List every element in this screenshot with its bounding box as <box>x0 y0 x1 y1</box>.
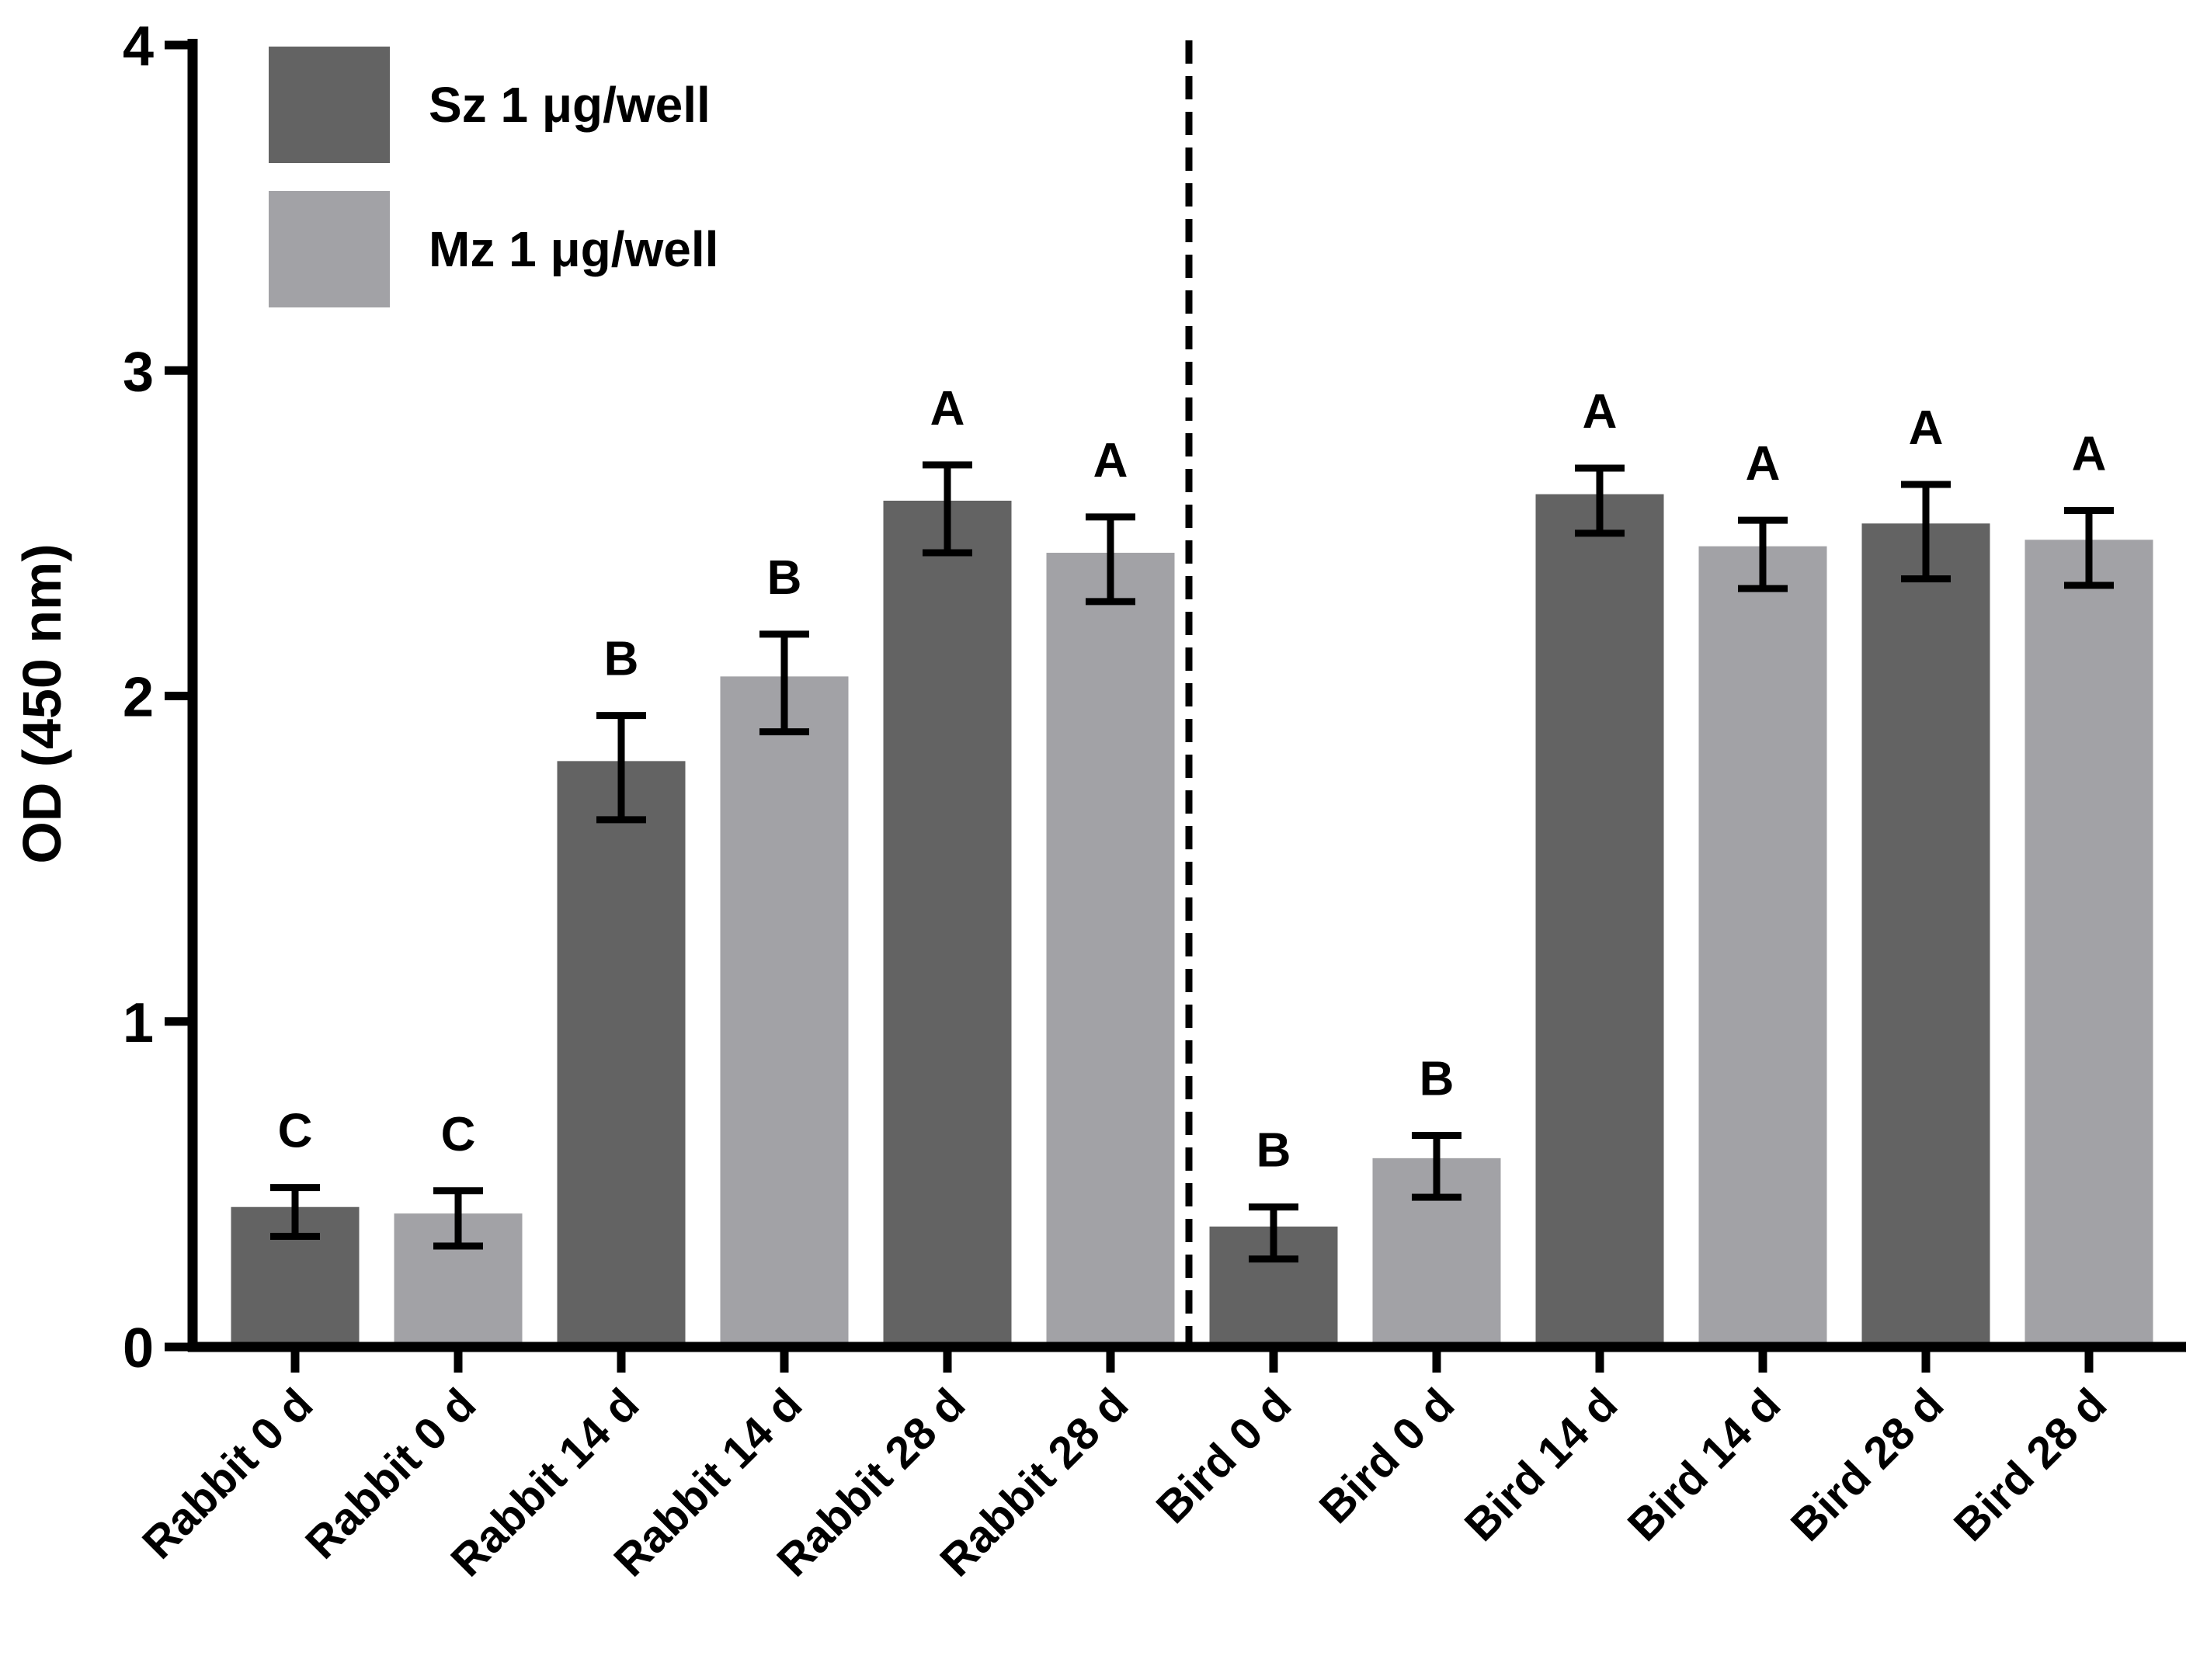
significance-label: C <box>278 1105 313 1158</box>
bar <box>1698 546 1827 1347</box>
significance-labels-layer: C C B B A A B B A A A A <box>278 382 2107 1178</box>
x-tick-label: Bird 14 d <box>1455 1379 1627 1550</box>
x-tick-label: Bird 14 d <box>1618 1379 1790 1550</box>
significance-label: A <box>1746 437 1781 491</box>
significance-label: B <box>604 633 639 686</box>
error-bar <box>1249 1203 1298 1263</box>
x-tick-label: Bird 28 d <box>1781 1379 1953 1550</box>
bar <box>883 500 1012 1348</box>
y-tick-label: 0 <box>123 1317 154 1380</box>
bar <box>1861 523 1990 1347</box>
bar <box>720 676 849 1347</box>
legend-swatch <box>269 47 390 163</box>
y-tick-label: 1 <box>123 992 154 1054</box>
error-bar <box>433 1187 483 1250</box>
x-tick-label: Rabbit 0 d <box>133 1379 322 1568</box>
significance-label: A <box>930 382 965 436</box>
bar <box>2024 540 2153 1347</box>
legend-label: Mz 1 μg/well <box>429 221 718 277</box>
error-bar <box>1086 513 1135 606</box>
error-bar <box>1575 464 1625 537</box>
error-bar <box>270 1184 320 1240</box>
legend-swatch <box>269 191 390 307</box>
legend-entry: Sz 1 μg/well <box>269 47 711 163</box>
significance-label: C <box>441 1108 476 1161</box>
significance-label: A <box>1093 434 1128 488</box>
x-tick-label: Bird 0 d <box>1147 1379 1302 1533</box>
bars-layer <box>231 494 2153 1348</box>
bar <box>1535 494 1664 1348</box>
legend-entry: Mz 1 μg/well <box>269 191 718 307</box>
error-bar <box>923 461 972 557</box>
error-bar <box>596 712 646 824</box>
significance-label: B <box>1420 1052 1455 1106</box>
error-bar <box>2064 507 2114 589</box>
y-axis-label: OD (450 nm) <box>12 543 72 863</box>
y-tick-label: 2 <box>123 667 154 729</box>
y-tick-label: 3 <box>123 341 154 403</box>
error-bar <box>1412 1131 1461 1201</box>
significance-label: A <box>1909 401 1944 455</box>
y-tick-label: 4 <box>123 16 154 78</box>
bar <box>1046 553 1175 1347</box>
error-bar <box>759 630 809 736</box>
error-bar <box>1901 481 1951 583</box>
legend: Sz 1 μg/well Mz 1 μg/well <box>269 47 718 307</box>
error-bars-layer <box>270 461 2114 1263</box>
x-tick-label: Bird 28 d <box>1945 1379 2116 1550</box>
significance-label: A <box>1583 385 1618 439</box>
error-bar <box>1738 516 1788 592</box>
bar <box>557 761 686 1347</box>
legend-label: Sz 1 μg/well <box>429 77 711 133</box>
x-tick-label: Bird 0 d <box>1310 1379 1465 1533</box>
significance-label: A <box>2072 428 2107 481</box>
significance-label: B <box>767 551 802 605</box>
significance-label: B <box>1256 1124 1291 1178</box>
